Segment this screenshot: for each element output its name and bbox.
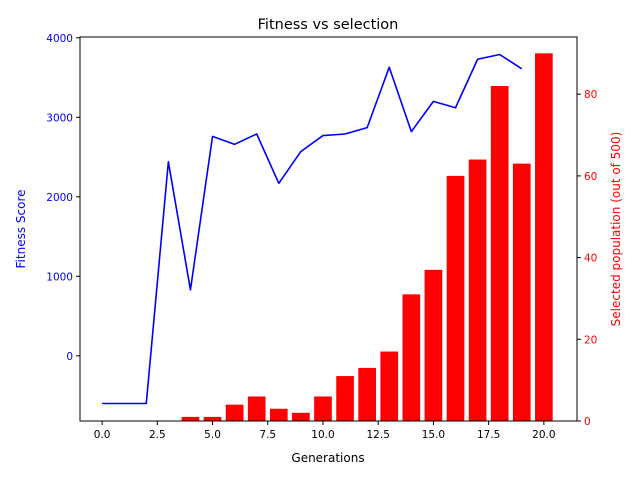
- bar: [446, 175, 465, 421]
- bar: [358, 367, 376, 421]
- y-left-tick-label: 0: [66, 351, 73, 363]
- bar: [314, 396, 332, 421]
- bar: [225, 404, 244, 421]
- x-tick-label: 12.5: [367, 429, 390, 441]
- x-tick-label: 20.0: [532, 429, 555, 441]
- y-axis-left: 0 1000 2000 3000 4000: [46, 33, 80, 363]
- x-tick-label: 15.0: [422, 429, 445, 441]
- y-axis-right-label: Selected population (out of 500): [609, 132, 623, 327]
- bar: [535, 53, 553, 422]
- y-axis-right: 0 20 40 60 80: [577, 89, 597, 428]
- fitness-line: [102, 53, 523, 405]
- x-axis-label: Generations: [291, 451, 364, 465]
- x-tick-label: 5.0: [204, 429, 221, 441]
- y-left-tick-label: 1000: [46, 271, 73, 283]
- y-axis-left-label: Fitness Score: [14, 190, 28, 269]
- x-axis: 0.0 2.5 5.0 7.5 10.0 12.5 15.0 17.5 20.0: [94, 421, 556, 441]
- y-right-tick-label: 40: [584, 253, 597, 265]
- y-right-tick-label: 0: [584, 416, 591, 428]
- y-left-tick-label: 2000: [46, 192, 73, 204]
- bar: [336, 376, 354, 421]
- y-left-tick-label: 4000: [46, 33, 73, 45]
- bar: [247, 396, 266, 421]
- x-tick-label: 2.5: [149, 429, 166, 441]
- bar: [490, 86, 509, 422]
- bar: [468, 159, 487, 421]
- y-right-tick-label: 20: [584, 334, 597, 346]
- y-left-tick-label: 3000: [46, 112, 73, 124]
- bar: [424, 269, 443, 421]
- bar: [269, 408, 288, 421]
- x-tick-label: 7.5: [259, 429, 276, 441]
- chart-title: Fitness vs selection: [258, 17, 399, 33]
- bar: [181, 416, 200, 421]
- plot-frame: [79, 36, 578, 422]
- bar: [512, 163, 531, 421]
- x-tick-label: 10.0: [311, 429, 334, 441]
- bar-series: [181, 53, 553, 422]
- bar: [402, 294, 421, 421]
- x-tick-label: 17.5: [477, 429, 500, 441]
- fitness-line-series: [102, 53, 523, 405]
- x-tick-label: 0.0: [94, 429, 111, 441]
- y-right-tick-label: 60: [584, 171, 597, 183]
- bar: [380, 351, 399, 421]
- bar: [292, 412, 310, 421]
- bar: [203, 416, 222, 421]
- y-right-tick-label: 80: [584, 89, 597, 101]
